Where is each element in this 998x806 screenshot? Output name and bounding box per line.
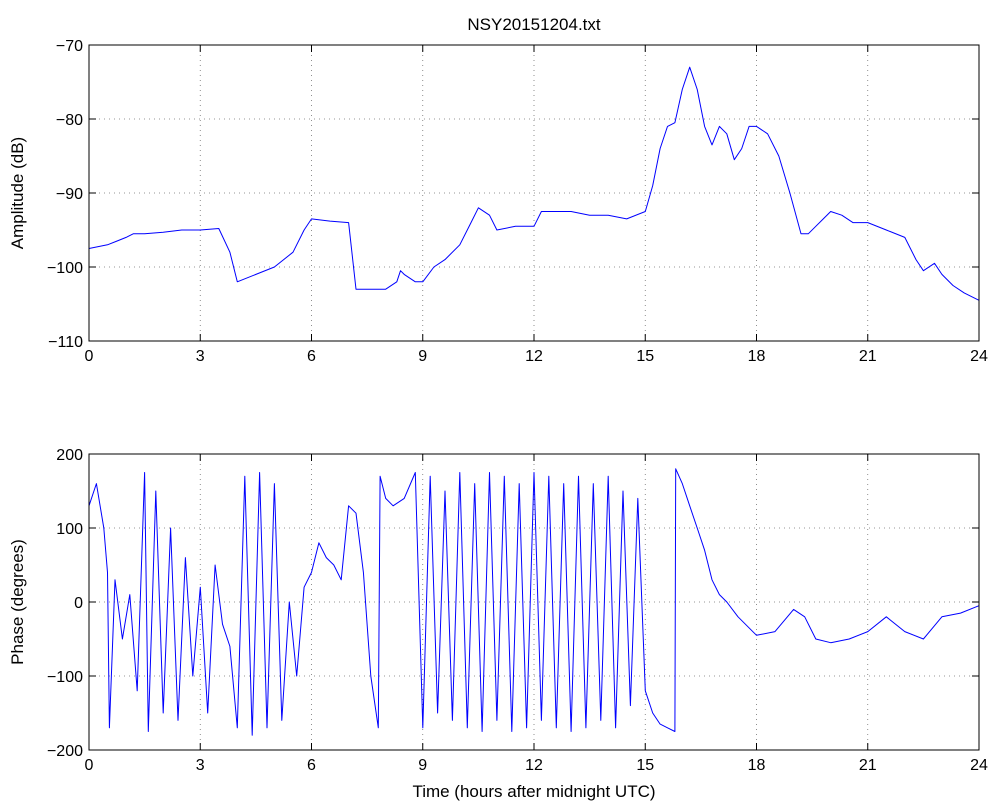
amplitude-series — [88, 66, 980, 301]
phase-series-line — [88, 468, 980, 736]
phase-plot: 0 3 6 9 12 15 18 21 24 200 100 0 −100 −200 Phase (de… — [8, 447, 988, 801]
phase-x-tick-label: 24 — [970, 757, 988, 774]
phase-x-tick-label: 18 — [748, 757, 766, 774]
amplitude-y-axis-label: Amplitude (dB) — [8, 137, 27, 249]
amplitude-y-tick-label: −70 — [56, 38, 83, 55]
chart-title: NSY20151204.txt — [467, 15, 601, 34]
amplitude-x-tick-label: 21 — [859, 348, 877, 365]
phase-y-tick-label: 200 — [56, 447, 83, 464]
phase-x-tick-labels: 0 3 6 9 12 15 18 21 24 — [85, 757, 988, 774]
amplitude-grid — [89, 45, 979, 341]
phase-y-tick-label: 0 — [74, 595, 83, 612]
amplitude-x-tick-label: 24 — [970, 348, 988, 365]
phase-y-tick-label: −100 — [47, 669, 83, 686]
amplitude-x-tick-label: 15 — [636, 348, 654, 365]
phase-x-tick-label: 12 — [525, 757, 543, 774]
amplitude-x-tick-labels: 0 3 6 9 12 15 18 21 24 — [85, 348, 988, 365]
amplitude-y-tick-label: −90 — [56, 186, 83, 203]
phase-y-tick-label: 100 — [56, 521, 83, 538]
phase-y-axis-label: Phase (degrees) — [8, 539, 27, 665]
phase-series — [88, 468, 980, 736]
amplitude-x-tick-label: 0 — [85, 348, 94, 365]
amplitude-x-tick-label: 3 — [196, 348, 205, 365]
amplitude-y-tick-label: −100 — [47, 260, 83, 277]
phase-x-tick-label: 15 — [636, 757, 654, 774]
amplitude-x-tick-label: 18 — [748, 348, 766, 365]
phase-x-tick-label: 3 — [196, 757, 205, 774]
amplitude-ticks — [88, 44, 980, 342]
amplitude-x-tick-label: 9 — [418, 348, 427, 365]
phase-grid — [89, 454, 979, 750]
phase-x-tick-label: 6 — [307, 757, 316, 774]
amplitude-x-tick-label: 12 — [525, 348, 543, 365]
amplitude-plot: 0 3 6 9 12 15 18 21 24 −70 −80 −90 −100 −110 Amplitu… — [8, 38, 988, 365]
amplitude-y-tick-labels: −70 −80 −90 −100 −110 — [47, 38, 83, 351]
phase-x-tick-label: 0 — [85, 757, 94, 774]
phase-x-tick-label: 9 — [418, 757, 427, 774]
amplitude-y-tick-label: −110 — [48, 334, 83, 351]
phase-x-axis-label: Time (hours after midnight UTC) — [412, 782, 655, 801]
phase-x-tick-label: 21 — [859, 757, 877, 774]
phase-ticks — [88, 453, 980, 751]
amplitude-y-tick-label: −80 — [56, 112, 83, 129]
amplitude-series-line — [88, 66, 980, 301]
phase-y-tick-labels: 200 100 0 −100 −200 — [47, 447, 83, 760]
phase-y-tick-label: −200 — [47, 743, 83, 760]
amplitude-x-tick-label: 6 — [307, 348, 316, 365]
